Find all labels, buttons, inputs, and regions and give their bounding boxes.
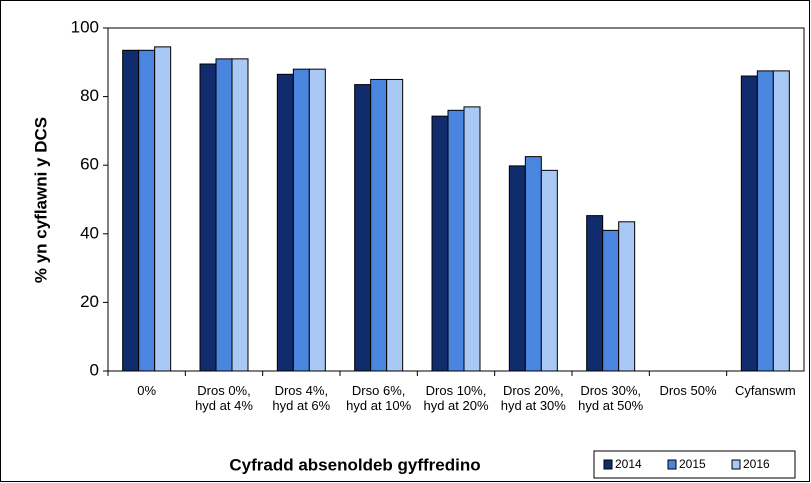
bar — [447, 109, 465, 372]
bar — [524, 156, 542, 372]
y-axis-title: % yn cyflawni y DCS — [31, 117, 50, 283]
bar — [292, 68, 310, 372]
legend-label: 2016 — [743, 457, 770, 471]
bar — [138, 49, 156, 372]
x-tick-label: Dros 0%, hyd at 4% — [195, 383, 253, 413]
y-tick-label: 100 — [71, 17, 99, 36]
bar — [431, 115, 449, 372]
bar — [308, 68, 326, 372]
bar — [386, 78, 404, 372]
x-tick-label: Dros 50% — [659, 383, 717, 398]
x-tick-label: Dros 30%, hyd at 50% — [578, 383, 643, 413]
x-axis-title: Cyfradd absenoldeb gyffredino — [229, 455, 480, 474]
x-tick-label: Cyfanswm — [735, 383, 796, 398]
y-tick-label: 60 — [80, 155, 99, 174]
bar — [231, 58, 249, 372]
y-tick-label: 80 — [80, 86, 99, 105]
bar — [215, 58, 233, 372]
y-tick-label: 0 — [90, 360, 99, 379]
x-tick-label: Dros 10%, hyd at 20% — [423, 383, 488, 413]
bar — [370, 78, 388, 372]
bar — [586, 215, 604, 372]
bar — [756, 70, 774, 372]
bar — [540, 169, 558, 372]
bar — [276, 73, 294, 372]
x-tick-label: Dros 20%, hyd at 30% — [501, 383, 566, 413]
bar — [199, 63, 217, 372]
legend-label: 2015 — [679, 457, 706, 471]
x-tick-label: Drso 6%, hyd at 10% — [346, 383, 411, 413]
legend-swatch — [667, 459, 677, 470]
bar — [602, 229, 620, 372]
bar — [354, 84, 372, 372]
y-tick-label: 40 — [80, 223, 99, 242]
legend-swatch — [603, 459, 613, 470]
bar — [463, 106, 481, 372]
bar — [618, 221, 636, 372]
bar — [740, 75, 758, 372]
bar — [122, 49, 140, 372]
x-tick-label: Dros 4%, hyd at 6% — [272, 383, 330, 413]
legend-label: 2014 — [615, 457, 642, 471]
bar — [154, 46, 172, 372]
bar — [508, 165, 526, 372]
bar — [772, 70, 790, 372]
legend-swatch — [731, 459, 741, 470]
y-tick-label: 20 — [80, 292, 99, 311]
x-tick-label: 0% — [137, 383, 156, 398]
legend-box — [593, 450, 796, 479]
